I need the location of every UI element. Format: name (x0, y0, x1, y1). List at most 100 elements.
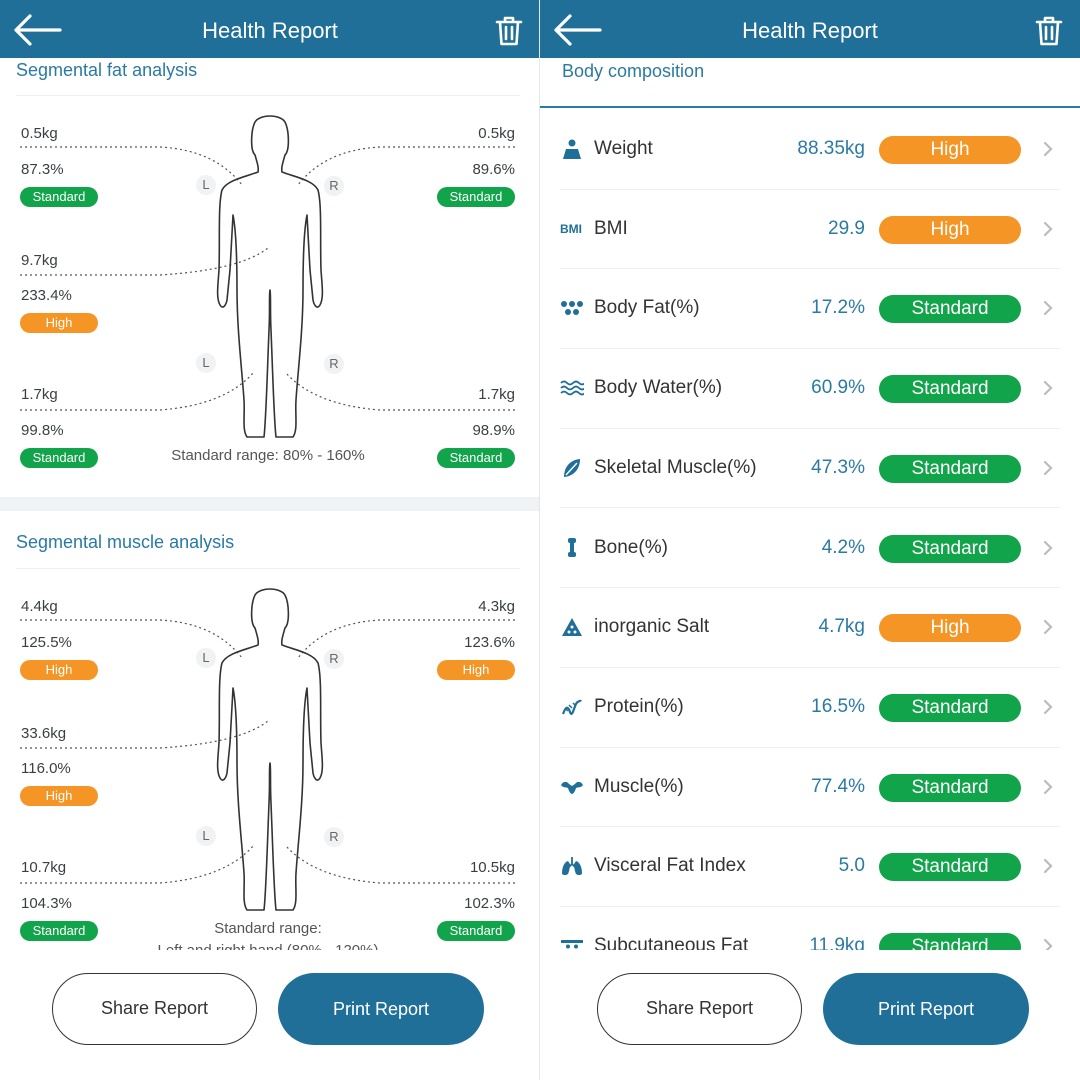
right-side-marker: R (324, 354, 344, 374)
muscle-section-title: Segmental muscle analysis (16, 532, 235, 552)
trash-icon[interactable] (1034, 15, 1064, 47)
print-report-button[interactable]: Print Report (278, 973, 484, 1045)
metric-value: 17.2% (811, 297, 865, 319)
trunk-fat-percent: 233.4% (21, 287, 72, 304)
standard-range: Standard range: (214, 920, 322, 937)
left-leg-muscle-weight: 10.7kg (21, 859, 67, 876)
metric-row-muscle[interactable]: Muscle(%) 77.4% Standard (540, 748, 1080, 828)
share-report-button[interactable]: Share Report (52, 973, 257, 1045)
lungs-icon (562, 857, 582, 876)
page-title: Health Report (202, 18, 338, 43)
metric-value: 4.2% (821, 536, 865, 558)
status-badge: Standard (879, 295, 1021, 324)
status-badge: Standard (20, 921, 98, 941)
status-badge: Standard (879, 773, 1021, 802)
row-separator (560, 427, 1060, 429)
row-separator (560, 666, 1060, 668)
metric-value: 47.3% (811, 456, 865, 478)
metric-row-skeletal-muscle[interactable]: Skeletal Muscle(%) 47.3% Standard (540, 429, 1080, 509)
right-side-marker: R (324, 827, 344, 847)
metric-row-inorganic-salt[interactable]: inorganic Salt 4.7kg High (540, 588, 1080, 668)
metric-name: inorganic Salt (594, 616, 710, 638)
right-side-marker: R (324, 649, 344, 669)
share-report-button[interactable]: Share Report (597, 973, 802, 1045)
metric-name: Weight (594, 138, 653, 159)
row-separator (560, 746, 1060, 748)
metric-value: 11.9kg (809, 935, 865, 952)
right-arm-fat-percent: 89.6% (472, 161, 515, 178)
metric-name: Visceral Fat Index (594, 855, 746, 877)
metric-row-body-water[interactable]: Body Water(%) 60.9% Standard (540, 349, 1080, 429)
right-arm-muscle-percent: 123.6% (464, 634, 515, 651)
metric-row-protein[interactable]: Protein(%) 16.5% Standard (540, 668, 1080, 748)
left-arm-fat-weight: 0.5kg (21, 125, 58, 142)
protein-helix-icon (561, 699, 582, 715)
metric-row-weight[interactable]: Weight 88.35kg High (540, 110, 1080, 190)
body-figure (20, 115, 515, 438)
left-side-marker: L (196, 826, 216, 846)
bottom-action-bar: Share Report Print Report (540, 950, 1080, 1080)
status-badge: Standard (437, 448, 515, 468)
right-arm-muscle-weight: 4.3kg (478, 598, 515, 615)
chevron-right-icon (1043, 460, 1053, 475)
left-leg-fat-percent: 99.8% (21, 422, 64, 439)
app-bar: Health Report (540, 0, 1080, 58)
muscle-leaf-icon (564, 458, 580, 477)
metric-row-bone[interactable]: Bone(%) 4.2% Standard (540, 509, 1080, 589)
chevron-right-icon (1043, 141, 1053, 157)
row-separator (560, 826, 1060, 828)
row-separator (560, 587, 1060, 589)
metric-name: Protein(%) (594, 695, 684, 717)
left-side-marker: L (196, 353, 216, 373)
metric-row-visceral-fat[interactable]: Visceral Fat Index 5.0 Standard (540, 827, 1080, 907)
fat-dots-icon (561, 301, 583, 316)
metric-name: Body Fat(%) (594, 297, 700, 319)
status-badge: Standard (20, 448, 98, 468)
trash-icon[interactable] (494, 15, 524, 47)
left-arm-muscle-percent: 125.5% (21, 634, 72, 651)
segmental-muscle-panel: L R L R 4.4kg 125.5% High 4.3kg 123.6% H… (0, 473, 539, 950)
status-badge: Standard (879, 933, 1021, 952)
standard-range: Standard range: 80% - 160% (171, 447, 365, 464)
chevron-right-icon (1043, 380, 1053, 396)
standard-range-detail: Left and right hand (80% - 120%) (130, 942, 406, 950)
chevron-right-icon (1043, 221, 1053, 236)
metric-name: Bone(%) (594, 536, 668, 558)
metric-name: Subcutaneous Fat (594, 935, 749, 952)
row-separator (560, 348, 1060, 350)
status-badge: Standard (20, 187, 98, 207)
bottom-action-bar: Share Report Print Report (0, 950, 539, 1080)
metric-name: Skeletal Muscle(%) (594, 456, 757, 478)
body-figure (20, 588, 515, 911)
row-separator (560, 268, 1060, 270)
row-separator (560, 905, 1060, 907)
back-arrow-icon[interactable] (550, 12, 606, 48)
metric-value: 77.4% (811, 775, 865, 797)
right-leg-muscle-weight: 10.5kg (469, 859, 515, 876)
status-badge: High (879, 136, 1021, 164)
chevron-right-icon (1043, 620, 1053, 635)
metric-row-bmi[interactable]: BMI BMI 29.9 High (540, 190, 1080, 270)
status-badge: Standard (879, 454, 1021, 483)
back-arrow-icon[interactable] (10, 12, 66, 48)
left-side-marker: L (196, 648, 216, 668)
status-badge: Standard (879, 693, 1021, 722)
metric-row-subcutaneous-fat[interactable]: Subcutaneous Fat 11.9kg Standard (540, 907, 1080, 952)
status-badge: Standard (879, 375, 1021, 404)
body-composition-header: Body composition (540, 58, 1080, 108)
metric-value: 88.35kg (797, 138, 865, 159)
print-report-button[interactable]: Print Report (823, 973, 1029, 1045)
status-badge: High (437, 660, 515, 680)
right-side-marker: R (324, 176, 344, 196)
status-badge: High (879, 215, 1021, 244)
metric-name: Body Water(%) (594, 377, 723, 399)
status-badge: High (20, 313, 98, 333)
left-leg-fat-weight: 1.7kg (21, 386, 58, 403)
bone-icon (568, 537, 576, 557)
status-badge: High (20, 786, 98, 806)
status-badge: High (879, 614, 1021, 643)
left-arm-fat-percent: 87.3% (21, 161, 64, 178)
metric-row-body-fat[interactable]: Body Fat(%) 17.2% Standard (540, 269, 1080, 350)
chevron-right-icon (1043, 859, 1053, 874)
water-waves-icon (560, 380, 584, 396)
